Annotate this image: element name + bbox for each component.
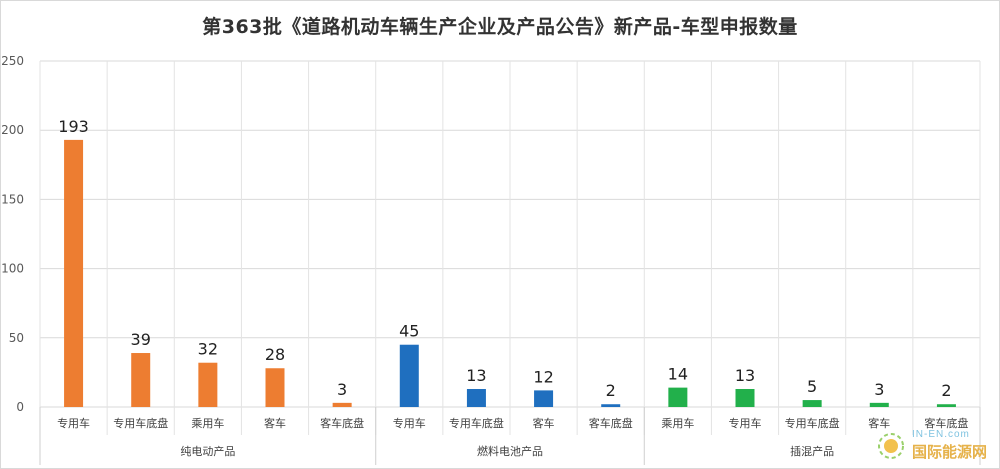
y-tick-label: 200 bbox=[1, 123, 24, 137]
data-label: 2 bbox=[606, 381, 616, 400]
data-label: 28 bbox=[265, 345, 285, 364]
chart-title: 第363批《道路机动车辆生产企业及产品公告》新产品-车型申报数量 bbox=[202, 16, 798, 38]
bar bbox=[64, 139, 84, 407]
bar bbox=[869, 402, 889, 407]
watermark: IN-EN.com 国际能源网 bbox=[872, 429, 992, 463]
y-tick-label: 50 bbox=[9, 331, 24, 345]
watermark-brand: 国际能源网 bbox=[912, 443, 988, 461]
bar bbox=[668, 387, 688, 407]
data-label: 3 bbox=[337, 380, 347, 399]
y-tick-label: 150 bbox=[1, 192, 24, 206]
data-label: 5 bbox=[807, 377, 817, 396]
group-label: 插混产品 bbox=[790, 444, 834, 458]
category-label: 客车底盘 bbox=[320, 416, 364, 430]
bar bbox=[466, 389, 486, 407]
data-label: 193 bbox=[58, 117, 89, 136]
category-label: 专用车底盘 bbox=[113, 416, 168, 430]
bar bbox=[802, 400, 822, 407]
category-label: 专用车底盘 bbox=[449, 416, 504, 430]
bar bbox=[131, 353, 151, 407]
data-label: 13 bbox=[466, 366, 486, 385]
category-label: 专用车 bbox=[393, 416, 426, 430]
data-label: 2 bbox=[941, 381, 951, 400]
category-label: 客车 bbox=[533, 416, 555, 430]
watermark-domain: IN-EN.com bbox=[912, 429, 970, 440]
category-label: 乘用车 bbox=[661, 416, 694, 430]
data-label: 32 bbox=[198, 340, 218, 359]
bar bbox=[332, 402, 352, 407]
bar bbox=[735, 389, 755, 407]
category-label: 客车底盘 bbox=[924, 416, 968, 430]
bar bbox=[534, 390, 554, 407]
bar bbox=[601, 404, 621, 407]
data-label: 39 bbox=[131, 330, 151, 349]
category-label: 专用车 bbox=[729, 416, 762, 430]
category-label: 专用车 bbox=[57, 416, 90, 430]
y-tick-label: 0 bbox=[16, 400, 24, 414]
group-label: 燃料电池产品 bbox=[477, 444, 543, 458]
category-label: 专用车底盘 bbox=[785, 416, 840, 430]
data-label: 45 bbox=[399, 322, 419, 341]
y-tick-label: 100 bbox=[1, 262, 24, 276]
category-label: 客车 bbox=[868, 416, 890, 430]
bar bbox=[198, 362, 218, 407]
bar bbox=[936, 404, 956, 407]
category-label: 乘用车 bbox=[191, 416, 224, 430]
bar bbox=[265, 368, 285, 407]
group-label: 纯电动产品 bbox=[180, 444, 235, 458]
y-tick-label: 250 bbox=[1, 54, 24, 68]
data-label: 14 bbox=[668, 365, 688, 384]
data-label: 12 bbox=[533, 367, 553, 386]
data-label: 3 bbox=[874, 380, 884, 399]
category-label: 客车 bbox=[264, 416, 286, 430]
category-label: 客车底盘 bbox=[589, 416, 633, 430]
bar bbox=[399, 344, 419, 407]
sun-logo-icon bbox=[878, 433, 904, 459]
data-label: 13 bbox=[735, 366, 755, 385]
